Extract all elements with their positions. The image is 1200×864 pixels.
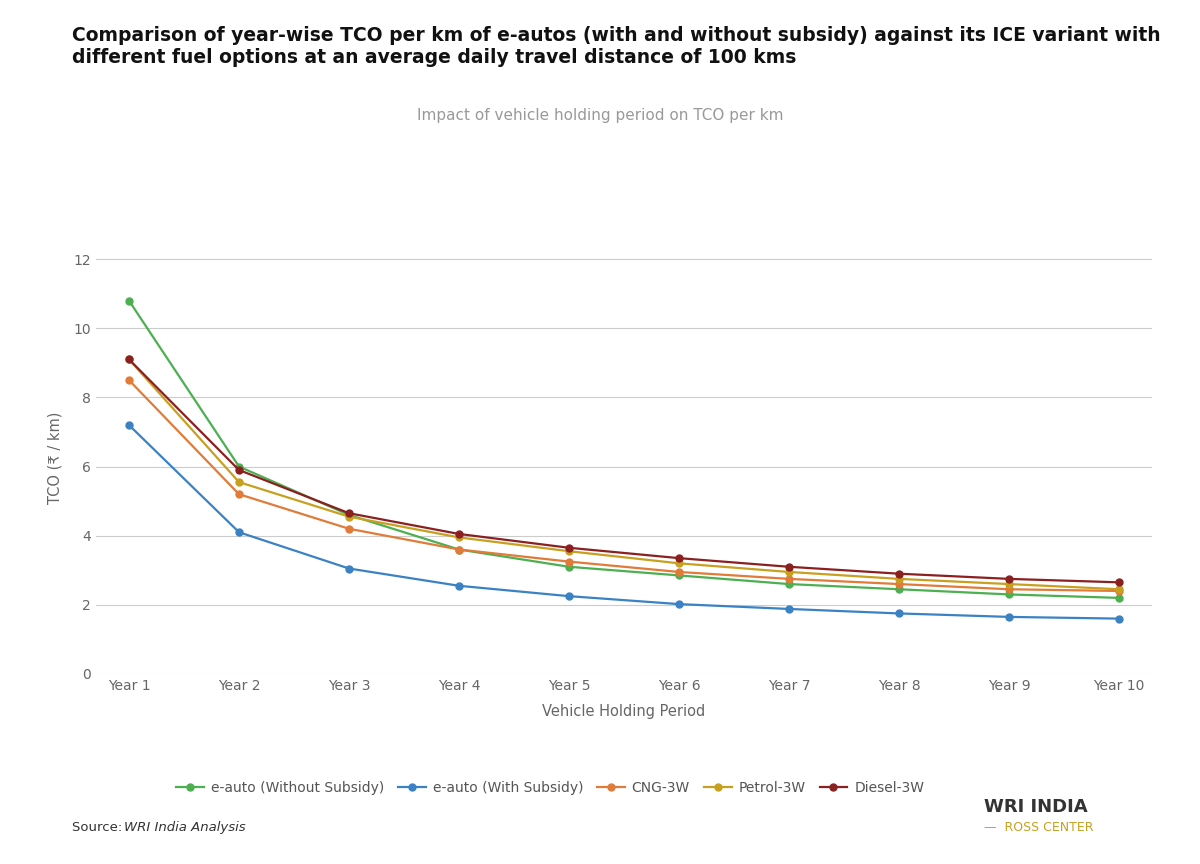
Legend: e-auto (Without Subsidy), e-auto (With Subsidy), CNG-3W, Petrol-3W, Diesel-3W: e-auto (Without Subsidy), e-auto (With S… — [170, 776, 930, 801]
CNG-3W — [892, 579, 906, 589]
Diesel-3W — [562, 543, 576, 553]
e-auto (Without Subsidy) — [122, 295, 137, 306]
e-auto (With Subsidy) — [672, 599, 686, 609]
e-auto (With Subsidy) — [1002, 612, 1016, 622]
CNG-3W — [1002, 584, 1016, 594]
Diesel-3W — [451, 529, 466, 539]
Diesel-3W — [232, 465, 246, 475]
CNG-3W — [122, 375, 137, 385]
CNG-3W — [562, 556, 576, 567]
e-auto (With Subsidy) — [562, 591, 576, 601]
Line: e-auto (With Subsidy): e-auto (With Subsidy) — [126, 422, 1122, 622]
Diesel-3W — [782, 562, 797, 572]
Line: Diesel-3W: Diesel-3W — [126, 356, 1122, 586]
e-auto (With Subsidy) — [342, 563, 356, 574]
Petrol-3W — [562, 546, 576, 556]
Petrol-3W — [892, 574, 906, 584]
e-auto (With Subsidy) — [122, 420, 137, 430]
Petrol-3W — [451, 532, 466, 543]
Petrol-3W — [1002, 579, 1016, 589]
e-auto (With Subsidy) — [1112, 613, 1127, 624]
Text: —  ROSS CENTER: — ROSS CENTER — [984, 821, 1093, 834]
Y-axis label: TCO (₹ / km): TCO (₹ / km) — [48, 412, 62, 504]
e-auto (With Subsidy) — [782, 604, 797, 614]
e-auto (With Subsidy) — [232, 527, 246, 537]
X-axis label: Vehicle Holding Period: Vehicle Holding Period — [542, 704, 706, 719]
Diesel-3W — [122, 354, 137, 365]
CNG-3W — [342, 524, 356, 534]
e-auto (Without Subsidy) — [562, 562, 576, 572]
e-auto (Without Subsidy) — [1112, 593, 1127, 603]
CNG-3W — [782, 574, 797, 584]
Line: CNG-3W: CNG-3W — [126, 377, 1122, 594]
e-auto (Without Subsidy) — [1002, 589, 1016, 600]
e-auto (Without Subsidy) — [232, 461, 246, 472]
e-auto (With Subsidy) — [892, 608, 906, 619]
Petrol-3W — [122, 354, 137, 365]
Text: different fuel options at an average daily travel distance of 100 kms: different fuel options at an average dai… — [72, 48, 797, 67]
Text: Source:: Source: — [72, 821, 126, 834]
Petrol-3W — [342, 511, 356, 522]
e-auto (Without Subsidy) — [451, 544, 466, 555]
Diesel-3W — [892, 569, 906, 579]
CNG-3W — [1112, 586, 1127, 596]
e-auto (Without Subsidy) — [672, 570, 686, 581]
Diesel-3W — [342, 508, 356, 518]
e-auto (With Subsidy) — [451, 581, 466, 591]
CNG-3W — [232, 489, 246, 499]
Diesel-3W — [1002, 574, 1016, 584]
e-auto (Without Subsidy) — [892, 584, 906, 594]
Petrol-3W — [782, 567, 797, 577]
Text: Comparison of year-wise TCO per km of e-autos (with and without subsidy) against: Comparison of year-wise TCO per km of e-… — [72, 26, 1160, 45]
e-auto (Without Subsidy) — [782, 579, 797, 589]
Line: e-auto (Without Subsidy): e-auto (Without Subsidy) — [126, 297, 1122, 601]
CNG-3W — [451, 544, 466, 555]
Diesel-3W — [672, 553, 686, 563]
Line: Petrol-3W: Petrol-3W — [126, 356, 1122, 593]
Diesel-3W — [1112, 577, 1127, 588]
Text: WRI India Analysis: WRI India Analysis — [124, 821, 245, 834]
e-auto (Without Subsidy) — [342, 510, 356, 520]
Petrol-3W — [672, 558, 686, 569]
Petrol-3W — [232, 477, 246, 487]
Text: WRI INDIA: WRI INDIA — [984, 798, 1087, 816]
Text: Impact of vehicle holding period on TCO per km: Impact of vehicle holding period on TCO … — [416, 108, 784, 123]
CNG-3W — [672, 567, 686, 577]
Petrol-3W — [1112, 584, 1127, 594]
